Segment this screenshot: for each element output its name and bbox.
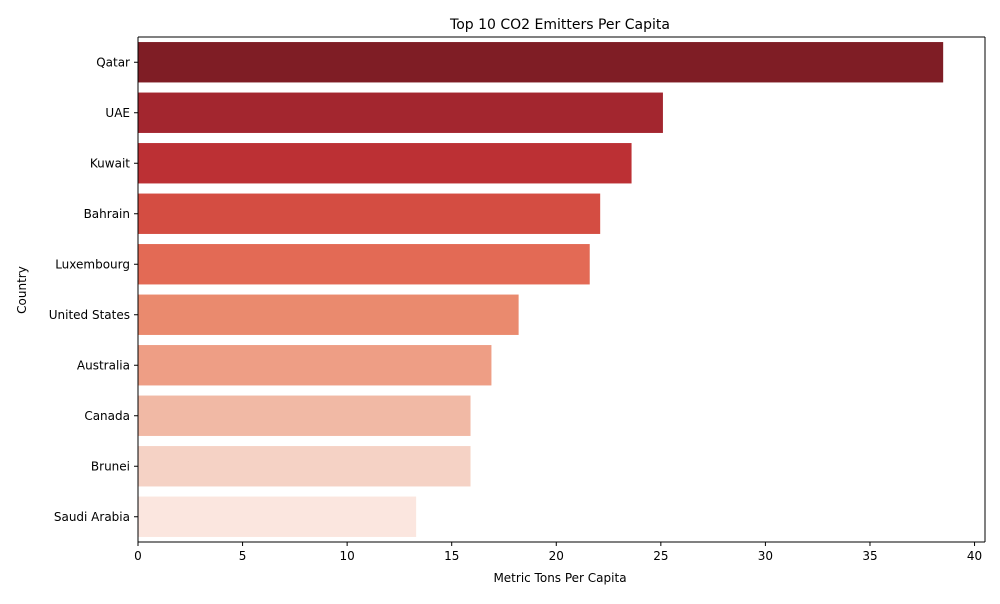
bar-brunei	[138, 446, 471, 487]
y-tick-label: Luxembourg	[55, 257, 130, 271]
y-tick-label: Bahrain	[84, 207, 130, 221]
x-axis-title: Metric Tons Per Capita	[493, 571, 626, 585]
y-tick-label: Canada	[84, 409, 130, 423]
x-tick-label: 10	[339, 549, 354, 563]
y-tick-label: Brunei	[91, 459, 130, 473]
bars-group	[138, 42, 944, 537]
x-tick-label: 25	[653, 549, 668, 563]
y-axis: Qatar UAE Kuwait Bahrain Luxembourg United St…	[49, 55, 138, 524]
bar-saudi-arabia	[138, 496, 417, 537]
y-tick-label: Kuwait	[90, 156, 130, 170]
x-tick-label: 35	[862, 549, 877, 563]
bar-bahrain	[138, 193, 601, 234]
x-tick-label: 5	[239, 549, 247, 563]
bar-luxembourg	[138, 244, 590, 285]
bar-canada	[138, 395, 471, 436]
chart-title: Top 10 CO2 Emitters Per Capita	[449, 17, 670, 33]
bar-united-states	[138, 294, 519, 335]
y-tick-label: United States	[49, 308, 130, 322]
y-tick-label: Qatar	[96, 55, 130, 69]
bar-kuwait	[138, 143, 632, 184]
x-tick-label: 0	[134, 549, 142, 563]
y-tick-label: UAE	[105, 106, 130, 120]
y-tick-label: Saudi Arabia	[54, 510, 130, 524]
x-tick-label: 20	[549, 549, 564, 563]
x-tick-label: 15	[444, 549, 459, 563]
bar-australia	[138, 345, 492, 386]
y-axis-title: Country	[15, 266, 29, 314]
x-tick-label: 30	[758, 549, 773, 563]
plot-frame	[137, 36, 986, 543]
x-tick-label: 40	[967, 549, 982, 563]
x-axis: 0 5 10 15 20 25 30 35 40	[134, 542, 982, 563]
y-tick-label: Australia	[77, 358, 130, 372]
bar-uae	[138, 92, 663, 133]
bar-qatar	[138, 42, 944, 83]
